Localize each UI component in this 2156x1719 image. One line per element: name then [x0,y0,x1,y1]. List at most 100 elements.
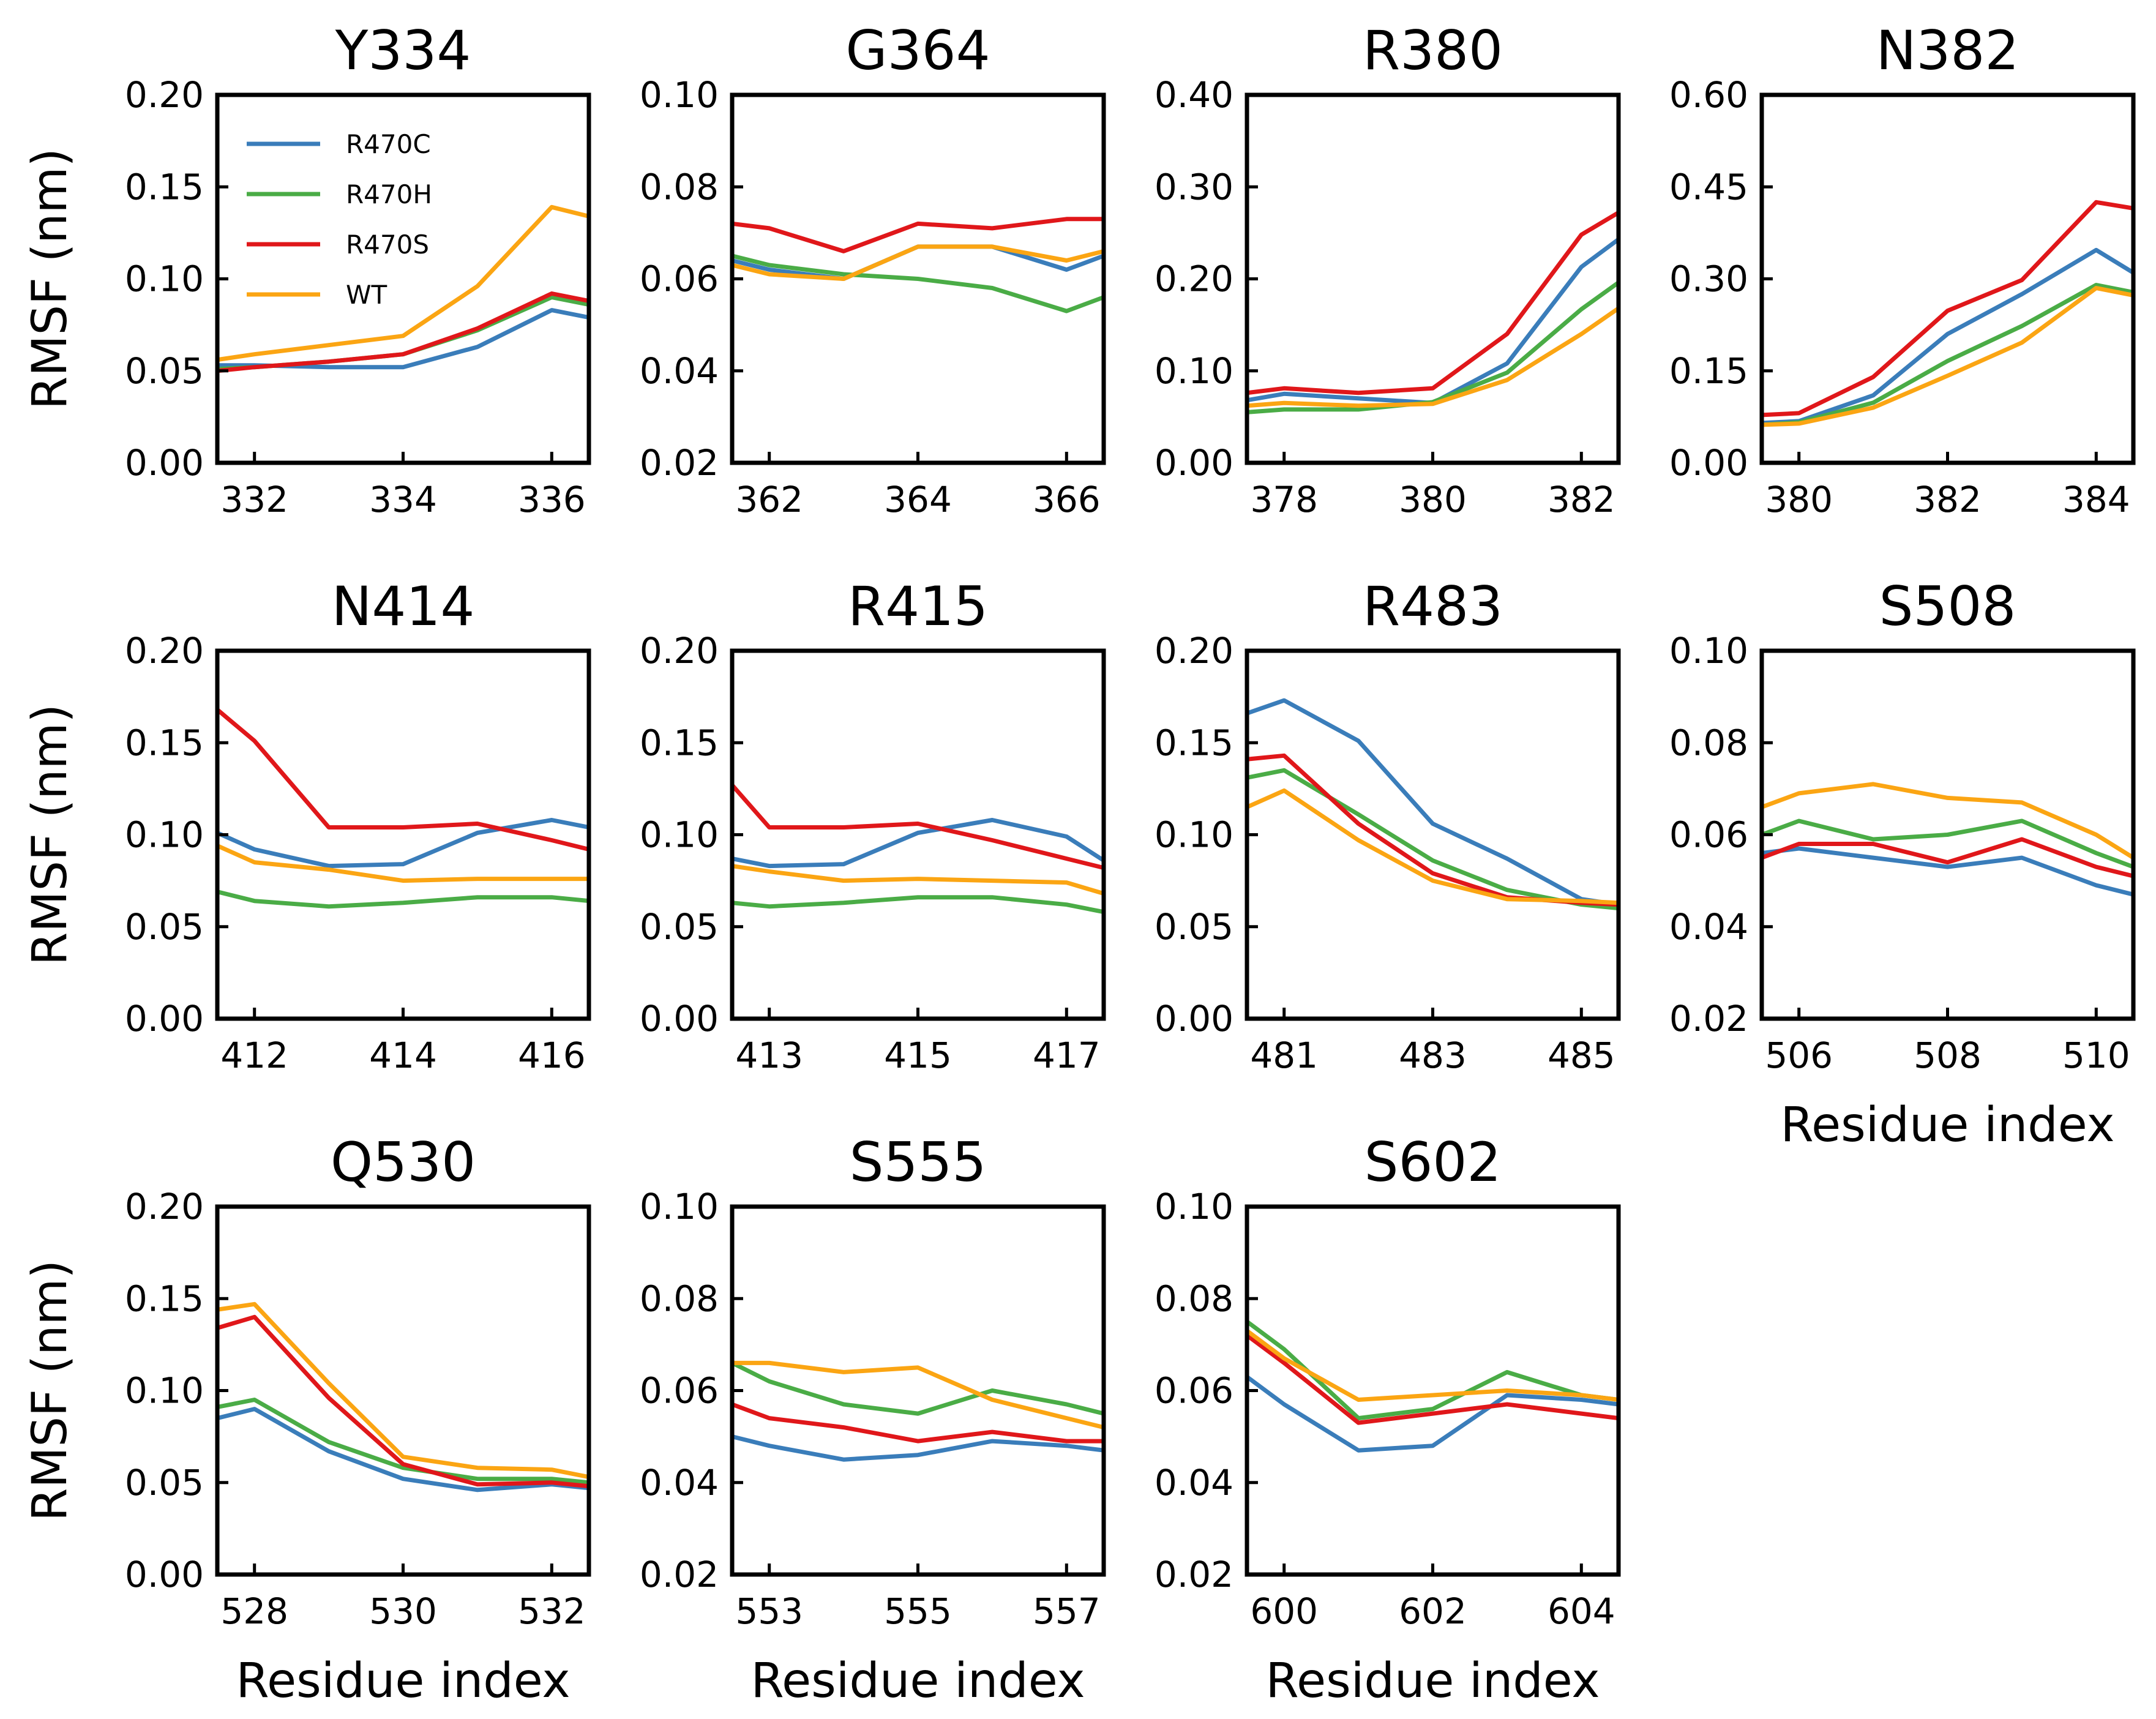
y-tick-label: 0.02 [640,442,719,484]
series-line-r470h [217,1398,589,1485]
y-tick-label: 0.10 [640,814,719,856]
x-tick-label: 553 [735,1590,803,1632]
series-line-r470h [732,895,1104,915]
y-tick-label: 0.10 [125,258,204,300]
series-lines [1247,211,1619,414]
series-lines [217,204,589,373]
series-lines [1762,782,2133,897]
series-line-r470c [1762,247,2133,425]
panel-title: N382 [1876,19,2019,82]
panel-r415: R415 0.00 0.05 0.10 0.15 0.20 413 415 417 [640,575,1106,1076]
x-tick-label: 528 [220,1590,288,1632]
x-axis-label: Residue index [750,1653,1085,1709]
x-axis-label: Residue index [236,1653,570,1709]
panel-r380: R380 0.00 0.10 0.20 0.30 0.40 378 380 382 [1155,19,1621,520]
series-line-r470h [217,295,589,372]
series-line-r470s [217,291,589,373]
x-tick-label: 414 [369,1035,437,1076]
y-tick-label: 0.08 [640,166,719,208]
x-tick-label: 415 [884,1035,952,1076]
x-tick-label: 532 [518,1590,586,1632]
series-lines [732,784,1104,915]
series-line-wt [217,204,589,362]
x-tick-label: 413 [735,1035,803,1076]
y-tick-label: 0.15 [125,1278,204,1319]
y-tick-label: 0.20 [125,74,204,116]
series-line-r470s [732,784,1104,870]
series-line-r470h [732,1361,1104,1416]
y-tick-label: 0.05 [125,906,204,948]
panel-s602: S602 0.02 0.04 0.06 0.08 0.10 600 602 604 Residue… [1155,1131,1621,1709]
y-tick-label: 0.10 [125,1370,204,1412]
series-line-r470s [1762,200,2133,418]
x-tick-label: 417 [1033,1035,1101,1076]
series-line-r470s [217,708,589,852]
y-tick-label: 0.20 [1155,630,1233,672]
panel-title: R415 [848,575,988,638]
x-tick-label: 380 [1399,479,1467,520]
y-tick-label: 0.10 [125,814,204,856]
y-tick-label: 0.15 [1669,350,1748,392]
y-tick-label: 0.00 [125,1554,204,1595]
x-tick-label: 362 [735,479,803,520]
series-line-r470c [1762,846,2133,897]
y-tick-label: 0.10 [1155,814,1233,856]
y-tick-label: 0.45 [1669,166,1748,208]
series-line-r470c [732,818,1104,869]
y-tick-label: 0.04 [1155,1462,1233,1504]
y-tick-label: 0.20 [640,630,719,672]
y-tick-label: 0.10 [1155,350,1233,392]
legend-label: WT [346,280,387,310]
legend-label: R470H [346,179,432,209]
y-tick-label: 0.00 [1155,442,1233,484]
series-line-r470s [1762,837,2133,878]
panel-title: S555 [850,1131,987,1194]
panel-title: G364 [845,19,990,82]
x-tick-label: 510 [2062,1035,2130,1076]
panel-y334: Y334 0.00 0.05 0.10 0.15 0.20 332 334 336 RMSF (n… [23,19,591,520]
series-line-r470c [1247,1375,1619,1453]
series-lines [217,708,589,909]
y-tick-label: 0.15 [640,722,719,763]
panel-s555: S555 0.02 0.04 0.06 0.08 0.10 553 555 557 Residue… [640,1131,1106,1709]
x-axis-label: Residue index [1265,1653,1600,1709]
x-tick-label: 332 [220,479,288,520]
x-tick-label: 334 [369,479,437,520]
series-lines [1247,1319,1619,1453]
x-tick-label: 604 [1548,1590,1615,1632]
panel-title: S602 [1364,1131,1502,1194]
panel-n382: N382 0.00 0.15 0.30 0.45 0.60 380 382 384 [1669,19,2136,520]
x-tick-label: 555 [884,1590,952,1632]
x-tick-label: 364 [884,479,952,520]
x-tick-label: 366 [1033,479,1101,520]
series-line-r470s [217,1314,589,1489]
y-tick-label: 0.06 [640,258,719,300]
series-line-r470c [732,1434,1104,1462]
y-tick-label: 0.05 [1155,906,1233,948]
series-line-wt [1247,306,1619,408]
panel-s508: S508 0.02 0.04 0.06 0.08 0.10 506 508 510 Residue… [1669,575,2136,1153]
panel-title: Y334 [335,19,471,82]
x-tick-label: 378 [1250,479,1318,520]
y-tick-label: 0.15 [1155,722,1233,763]
series-line-wt [1247,1328,1619,1402]
y-tick-label: 0.02 [1155,1554,1233,1595]
y-tick-label: 0.06 [640,1370,719,1412]
series-line-r470s [1247,211,1619,395]
x-tick-label: 412 [220,1035,288,1076]
x-tick-label: 506 [1765,1035,1833,1076]
y-axis-label: RMSF (nm) [23,704,78,965]
panel-title: Q530 [331,1131,476,1194]
series-line-r470s [732,217,1104,253]
series-lines [732,217,1104,313]
panel-n414: N414 0.00 0.05 0.10 0.15 0.20 412 414 416 RMSF (n… [23,575,591,1076]
y-tick-label: 0.10 [1155,1186,1233,1227]
x-tick-label: 602 [1399,1590,1467,1632]
y-tick-label: 0.30 [1155,166,1233,208]
x-tick-label: 481 [1250,1035,1318,1076]
legend-label: R470C [346,129,431,159]
series-line-r470h [217,889,589,909]
x-tick-label: 380 [1765,479,1833,520]
series-line-wt [732,244,1104,281]
series-lines [732,1360,1104,1462]
